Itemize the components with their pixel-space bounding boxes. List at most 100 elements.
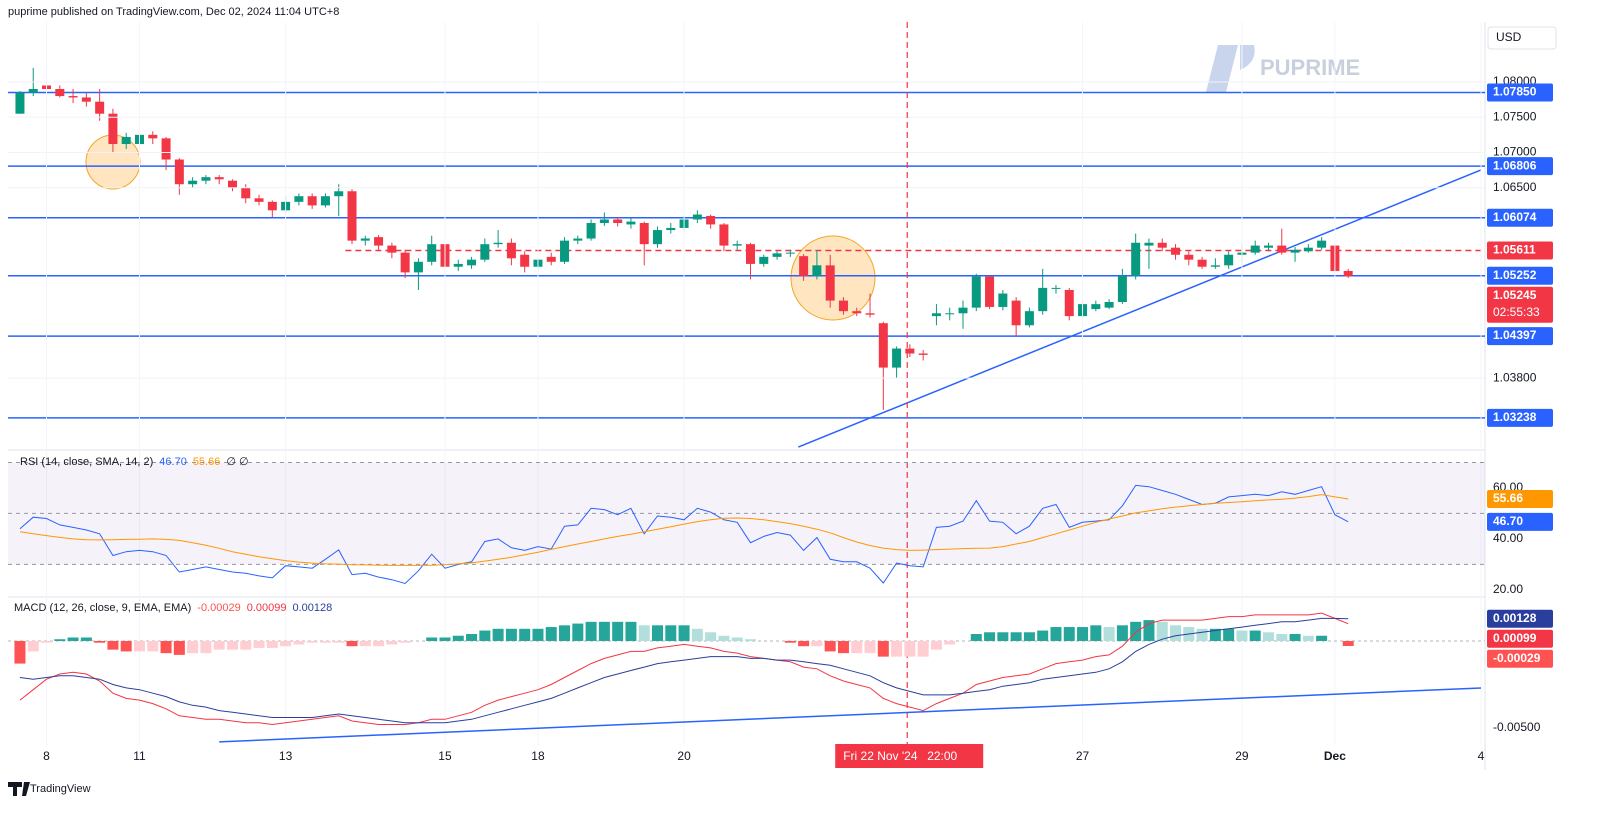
histogram-bar (798, 640, 810, 647)
candle-body (719, 224, 729, 246)
candle-body (799, 256, 809, 276)
histogram-bar (80, 637, 92, 641)
candle-body (1064, 290, 1074, 317)
candle-body (241, 187, 251, 199)
price-tag-label: 46.70 (1493, 514, 1523, 528)
histogram-bar (213, 640, 225, 650)
histogram-bar (426, 637, 438, 641)
histogram-bar (41, 640, 53, 643)
x-tick-label: 18 (531, 749, 545, 763)
candle-body (905, 348, 915, 354)
histogram-bar (386, 640, 398, 645)
histogram-bar (585, 621, 597, 641)
price-tag (1487, 649, 1553, 668)
candle-body (480, 244, 490, 260)
candle-body (1197, 259, 1207, 267)
price-tag (1487, 83, 1553, 102)
watermark: PUPRIME (1206, 45, 1360, 92)
legend-item: 0.00099 (247, 602, 287, 614)
candle-body (878, 323, 888, 368)
histogram-bar (984, 632, 996, 641)
candle-body (1277, 245, 1287, 253)
histogram-bar (691, 628, 703, 641)
histogram-bar (891, 640, 903, 657)
currency-box[interactable] (1487, 26, 1557, 50)
histogram-bar (373, 640, 385, 647)
currency[interactable]: USD (1496, 30, 1522, 44)
candle-body (161, 138, 171, 160)
histogram-bar (545, 627, 557, 641)
candle-body (892, 348, 902, 368)
histogram-bar (399, 640, 411, 643)
price-tag (1487, 512, 1553, 531)
histogram-bar (319, 640, 331, 643)
candle-body (1171, 247, 1181, 255)
histogram-bar (811, 640, 823, 647)
legend-item: RSI (14, close, SMA, 14, 2) (20, 456, 153, 468)
candle-body (267, 201, 277, 211)
candle-body (108, 113, 118, 145)
histogram-bar (917, 640, 929, 657)
x-tick-label: 20 (677, 749, 691, 763)
histogram-bar (1103, 627, 1115, 641)
histogram-bar (27, 640, 39, 652)
histogram-bar (452, 635, 464, 641)
candle-body (852, 311, 862, 314)
histogram-bar (1302, 635, 1314, 641)
legend-item: ∅ ∅ (226, 456, 248, 468)
candle-body (387, 245, 397, 253)
histogram-bar (532, 628, 544, 641)
candle-body (188, 180, 198, 185)
rsi-pane (8, 461, 1485, 585)
candle-body (639, 223, 649, 245)
price-tag-label: 1.05611 (1493, 243, 1536, 257)
legend-item: -0.00029 (197, 602, 240, 614)
candle-body (1184, 254, 1194, 260)
price-tag (1487, 609, 1553, 628)
histogram-bar (944, 640, 956, 645)
candle-body (81, 97, 91, 102)
histogram-bar (333, 640, 345, 643)
histogram-bar (1116, 625, 1128, 641)
histogram-bar (970, 634, 982, 641)
histogram-bar (559, 625, 571, 641)
x-tick-label: 4 (1478, 749, 1485, 763)
crosshair-day: Fri 22 Nov '24 (843, 749, 918, 763)
candle-body (1263, 245, 1273, 248)
candle-body (613, 219, 623, 224)
candle-body (1343, 270, 1353, 277)
candle-body (812, 265, 822, 276)
histogram-bar (253, 640, 265, 648)
histogram-bar (1289, 634, 1301, 641)
candle-body (732, 244, 742, 246)
histogram-bar (877, 640, 889, 657)
candle-body (772, 253, 782, 257)
x-tick-label: 29 (1235, 749, 1249, 763)
macd-pane (8, 612, 1485, 743)
price-tag (1487, 266, 1553, 285)
y-tick-label: 1.07000 (1493, 145, 1537, 159)
y-tick-label: 1.07500 (1493, 109, 1537, 123)
x-tick-label: 15 (438, 749, 452, 763)
histogram-bar (1156, 621, 1168, 641)
candle-body (599, 219, 609, 224)
histogram-bar (1023, 632, 1035, 641)
candle-body (413, 261, 423, 273)
candle-body (626, 221, 636, 225)
candle-body (985, 276, 995, 307)
price-tag (1487, 208, 1553, 227)
histogram-bar (625, 621, 637, 641)
y-tick-label: 40.00 (1493, 531, 1523, 545)
candle-body (1144, 242, 1154, 246)
histogram-bar (705, 632, 717, 641)
price-tag (1487, 241, 1553, 260)
price-tag (1487, 629, 1553, 648)
histogram-bar (479, 630, 491, 641)
candle-body (1051, 287, 1061, 289)
histogram-bar (187, 640, 199, 654)
histogram-bar (1037, 630, 1049, 641)
x-tick-label: Dec (1324, 749, 1346, 763)
candle-body (1317, 240, 1327, 248)
histogram-bar (1090, 625, 1102, 641)
